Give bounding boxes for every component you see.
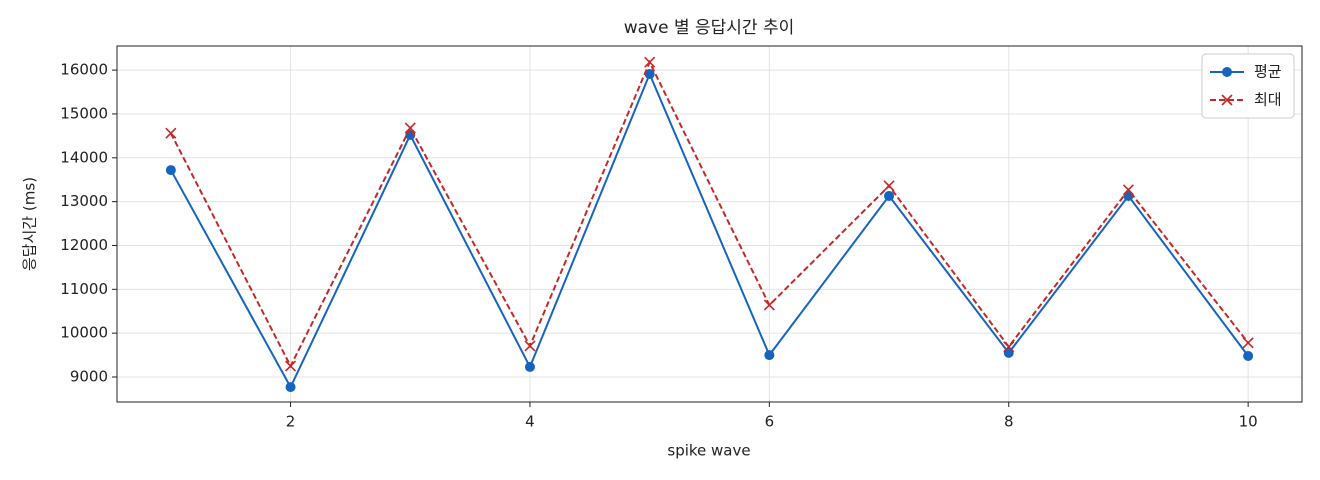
point bbox=[1242, 337, 1254, 349]
chart-title: wave 별 응답시간 추이 bbox=[624, 18, 795, 38]
series-line bbox=[169, 59, 1249, 369]
point bbox=[285, 382, 296, 393]
legend-marker bbox=[1222, 67, 1232, 77]
point bbox=[1003, 341, 1015, 353]
legend-label: 평균 bbox=[1254, 63, 1282, 81]
series-line bbox=[169, 71, 1249, 390]
point bbox=[165, 127, 177, 139]
point bbox=[884, 190, 895, 201]
point bbox=[644, 69, 655, 80]
x-axis-label: spike wave bbox=[667, 442, 750, 460]
point bbox=[524, 361, 535, 372]
point bbox=[165, 165, 176, 176]
point bbox=[1243, 350, 1254, 361]
point bbox=[284, 360, 297, 372]
y-tick-label: 12000 bbox=[60, 236, 108, 254]
x-tick-label: 10 bbox=[1239, 413, 1258, 431]
y-axis-label: 응답시간 (ms) bbox=[21, 177, 39, 271]
point bbox=[1003, 347, 1014, 358]
point bbox=[763, 299, 775, 311]
y-tick-label: 9000 bbox=[70, 368, 108, 386]
point bbox=[1122, 184, 1135, 196]
y-tick-label: 16000 bbox=[60, 61, 108, 79]
point bbox=[764, 350, 775, 361]
y-tick-label: 10000 bbox=[60, 324, 108, 342]
point bbox=[644, 56, 656, 68]
point bbox=[524, 340, 536, 352]
x-tick-label: 2 bbox=[286, 413, 296, 431]
legend-label: 최대 bbox=[1254, 91, 1282, 109]
x-tick-label: 8 bbox=[1004, 413, 1014, 431]
point bbox=[404, 122, 416, 134]
x-tick-label: 6 bbox=[765, 413, 775, 431]
legend-marker bbox=[1221, 94, 1233, 106]
plot-frame bbox=[116, 45, 1303, 403]
x-tick-label: 4 bbox=[525, 413, 535, 431]
y-tick-label: 15000 bbox=[60, 104, 108, 122]
y-tick-label: 14000 bbox=[60, 148, 108, 166]
y-tick-label: 11000 bbox=[60, 280, 108, 298]
y-tick-label: 13000 bbox=[60, 192, 108, 210]
point bbox=[883, 180, 895, 192]
